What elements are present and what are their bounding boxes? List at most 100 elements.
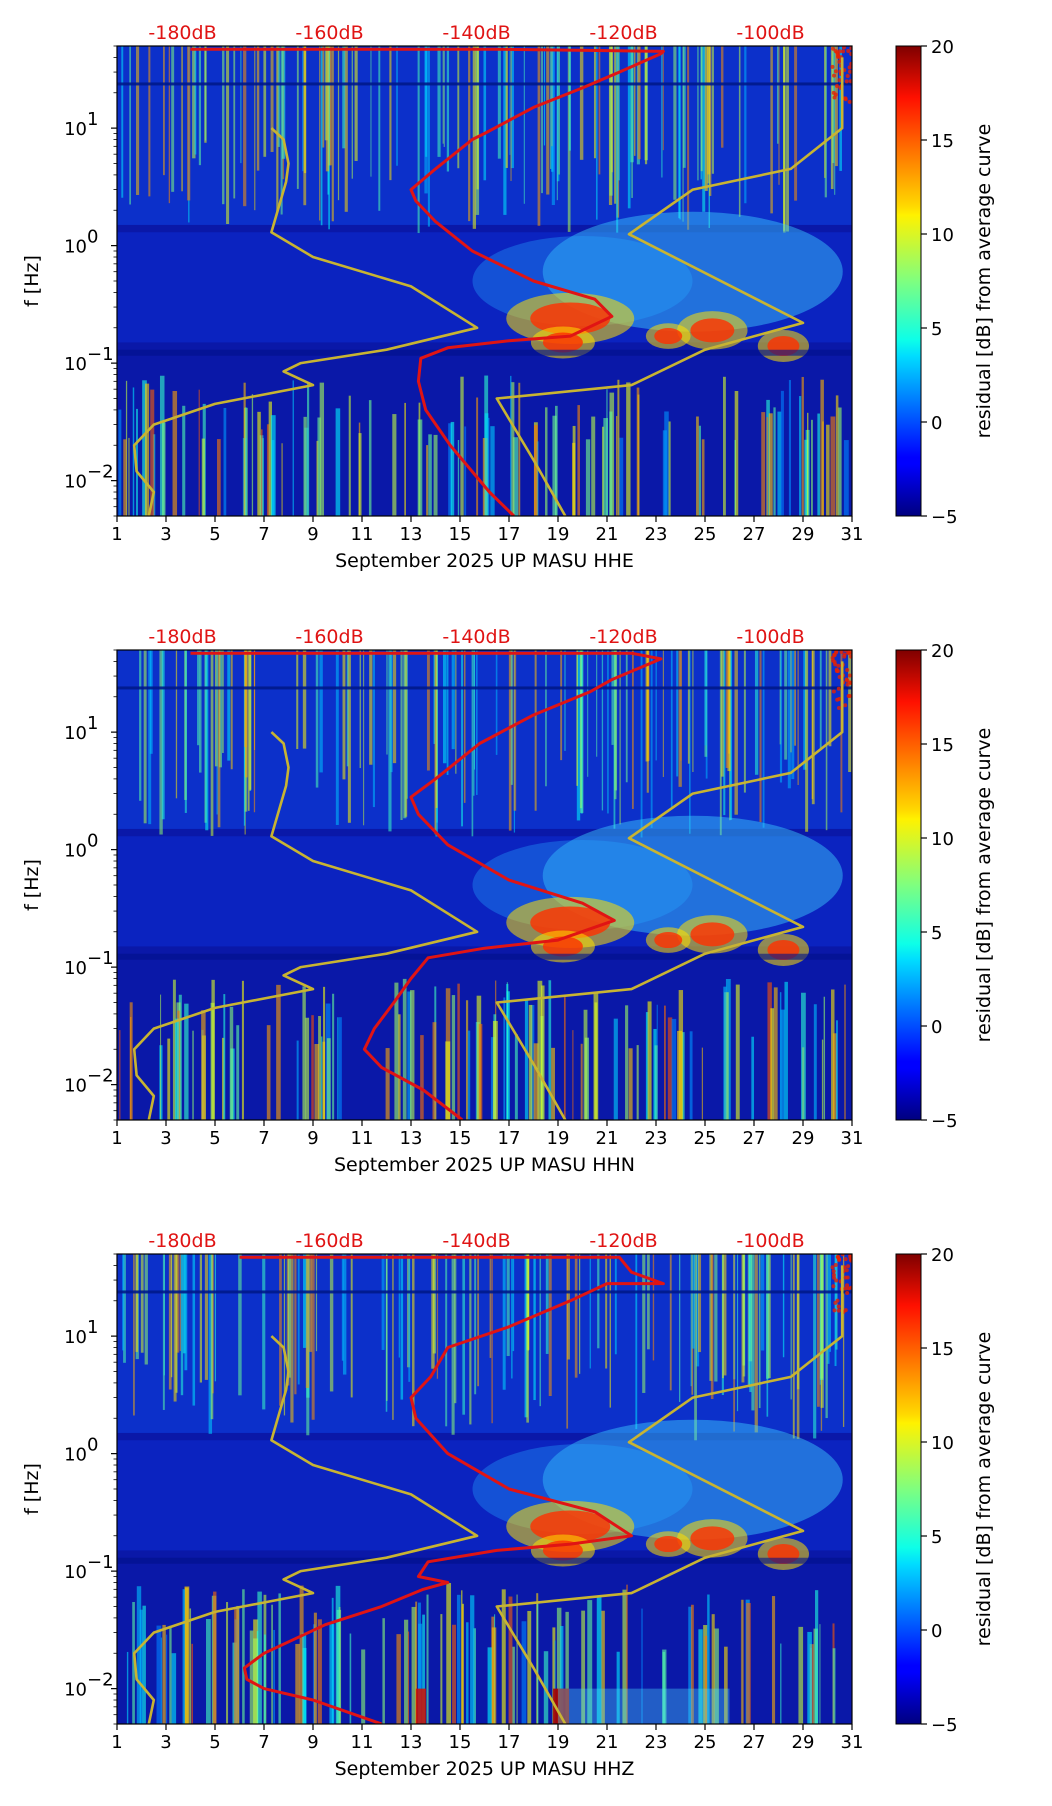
lf-streak	[647, 1001, 652, 1120]
hf-streak	[510, 46, 514, 169]
x-tick-label: 13	[400, 524, 423, 545]
lf-streak	[751, 1036, 755, 1120]
lf-streak	[217, 439, 221, 516]
hf-streak	[630, 46, 634, 163]
lf-streak	[404, 402, 406, 516]
x-tick-label: 29	[792, 1732, 815, 1753]
hf-streak	[792, 1254, 795, 1439]
lf-streak	[838, 407, 842, 516]
lf-streak	[724, 1646, 728, 1724]
hf-streak	[280, 46, 283, 215]
x-tick-label: 13	[400, 1732, 423, 1753]
hf-streak	[721, 650, 724, 777]
lf-streak	[541, 985, 545, 1120]
x-tick-label: 17	[498, 1732, 521, 1753]
lf-streak	[512, 1646, 515, 1724]
lf-streak	[819, 1624, 821, 1724]
hf-streak	[325, 46, 330, 172]
hf-streak	[148, 46, 151, 197]
hf-streak	[392, 1254, 394, 1420]
lf-streak	[701, 1047, 703, 1120]
lf-streak	[653, 1028, 657, 1120]
hf-streak	[567, 1254, 570, 1360]
speckle	[845, 1275, 850, 1280]
db-scale-label: -180dB	[148, 626, 216, 648]
lf-streak	[591, 416, 596, 516]
lf-streak	[548, 980, 552, 1120]
spectrogram-texture	[117, 1254, 852, 1724]
speckle	[849, 1285, 852, 1290]
lf-streak	[276, 984, 281, 1120]
y-axis-label: f [Hz]	[21, 1463, 43, 1515]
lf-streak	[251, 394, 254, 516]
lf-streak	[536, 1603, 539, 1724]
speckle	[836, 686, 841, 691]
hf-streak	[646, 650, 649, 793]
lf-streak	[619, 437, 624, 516]
speckle	[844, 1268, 849, 1273]
hf-streak	[655, 650, 657, 761]
speckle	[843, 1286, 848, 1291]
lf-streak	[257, 411, 261, 516]
hf-streak	[328, 46, 332, 166]
lf-streak	[521, 1621, 527, 1724]
hf-streak	[161, 650, 165, 820]
lf-streak	[302, 986, 306, 1120]
lf-streak	[761, 412, 766, 516]
hf-streak	[729, 650, 733, 820]
lf-streak	[830, 416, 836, 516]
lf-streak	[492, 1021, 498, 1120]
hf-streak	[533, 1254, 536, 1401]
hf-streak	[842, 1254, 845, 1427]
lf-streak	[467, 1030, 471, 1120]
hf-streak	[329, 1254, 334, 1392]
x-tick-label: 5	[209, 1732, 220, 1753]
hf-streak	[173, 1254, 177, 1402]
colorbar	[895, 45, 922, 517]
hf-streak	[736, 1254, 739, 1412]
lf-streak	[801, 376, 804, 516]
hf-streak	[700, 46, 703, 172]
hf-streak	[839, 46, 842, 171]
lf-streak	[784, 981, 788, 1120]
lf-streak	[491, 1627, 497, 1724]
lf-streak	[798, 1626, 804, 1724]
lf-streak	[704, 1635, 708, 1724]
speckle	[836, 1304, 841, 1309]
lf-streak	[807, 1631, 812, 1724]
hf-streak	[747, 1254, 750, 1385]
x-tick-label: 23	[645, 1732, 668, 1753]
hf-streak	[227, 650, 231, 761]
speckle	[833, 1263, 838, 1268]
lf-streak	[641, 1608, 643, 1724]
lf-streak	[594, 1002, 598, 1120]
hf-streak	[595, 46, 598, 220]
x-tick-label: 3	[160, 1128, 171, 1149]
microseism-storm-core	[654, 932, 683, 949]
lf-streak	[142, 380, 147, 516]
lf-streak	[191, 1643, 194, 1724]
hf-streak	[337, 46, 340, 201]
speckle	[836, 54, 841, 59]
hf-streak	[633, 46, 636, 156]
y-tick-label: 10	[64, 472, 87, 493]
hf-streak	[184, 650, 187, 813]
hf-streak	[214, 1254, 216, 1382]
lf-streak	[398, 1014, 401, 1120]
hf-streak	[813, 1254, 817, 1439]
lf-streak	[689, 1031, 693, 1120]
lf-streak	[501, 1589, 506, 1724]
hf-streak	[170, 1254, 173, 1378]
hf-streak	[692, 650, 694, 772]
hf-streak	[270, 46, 274, 152]
speckle	[848, 69, 852, 74]
hf-streak	[344, 46, 348, 212]
speckle	[837, 49, 842, 54]
hf-streak	[182, 1254, 186, 1354]
hf-streak	[576, 650, 581, 821]
lf-streak	[478, 1023, 483, 1120]
lf-streak	[456, 1594, 461, 1724]
y-tick-exponent: −2	[87, 1066, 114, 1087]
